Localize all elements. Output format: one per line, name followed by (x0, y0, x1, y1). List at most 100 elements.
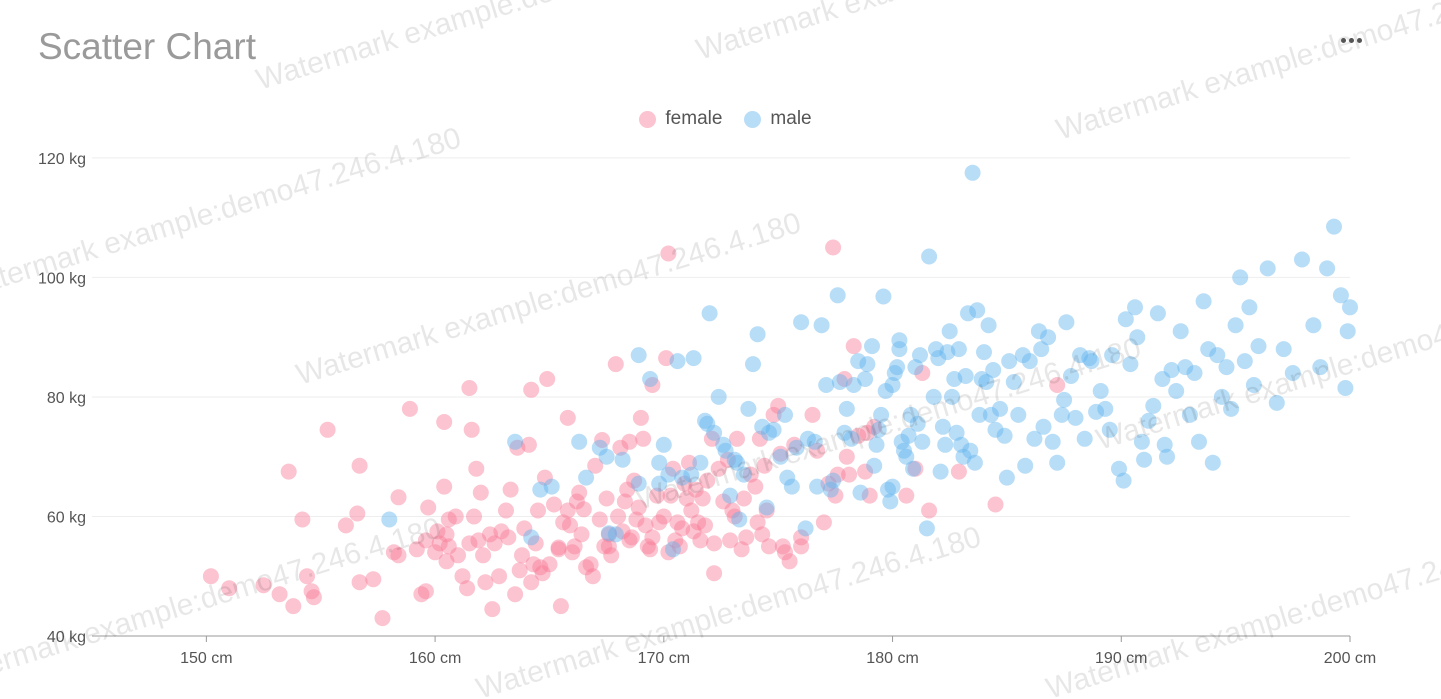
data-point-female[interactable] (472, 484, 489, 501)
data-point-male[interactable] (507, 433, 524, 450)
data-point-male[interactable] (779, 469, 796, 486)
data-point-male[interactable] (1129, 329, 1146, 346)
data-point-male[interactable] (1245, 377, 1262, 393)
data-point-female[interactable] (600, 538, 617, 555)
data-point-female[interactable] (786, 436, 803, 453)
data-point-male[interactable] (1337, 380, 1354, 396)
data-point-female[interactable] (351, 574, 368, 591)
data-point-female[interactable] (729, 430, 745, 447)
data-point-male[interactable] (683, 466, 700, 483)
data-point-female[interactable] (568, 493, 585, 510)
data-point-female[interactable] (685, 523, 702, 540)
data-point-female[interactable] (271, 586, 288, 603)
data-point-male[interactable] (948, 424, 965, 441)
data-point-male[interactable] (793, 314, 810, 331)
data-point-male[interactable] (960, 305, 976, 322)
data-point-female[interactable] (559, 409, 576, 426)
data-point-female[interactable] (630, 499, 647, 516)
data-point-male[interactable] (710, 388, 727, 405)
data-point-male[interactable] (902, 406, 919, 423)
data-point-female[interactable] (715, 493, 732, 510)
data-point-female[interactable] (470, 532, 487, 549)
data-point-male[interactable] (1083, 353, 1100, 370)
data-point-male[interactable] (1275, 341, 1292, 358)
data-point-female[interactable] (401, 400, 418, 417)
data-point-female[interactable] (575, 501, 592, 518)
data-point-male[interactable] (962, 442, 979, 459)
data-point-male[interactable] (941, 323, 958, 340)
data-point-male[interactable] (838, 400, 855, 417)
data-point-female[interactable] (676, 475, 693, 492)
data-point-male[interactable] (987, 421, 1004, 438)
data-point-male[interactable] (1250, 338, 1267, 355)
data-point-male[interactable] (982, 406, 999, 423)
data-point-male[interactable] (1177, 359, 1194, 376)
data-point-male[interactable] (630, 347, 647, 364)
data-point-male[interactable] (978, 374, 995, 390)
data-point-male[interactable] (642, 371, 659, 387)
data-point-male[interactable] (600, 525, 617, 542)
data-point-female[interactable] (665, 460, 681, 477)
data-point-male[interactable] (870, 421, 887, 438)
data-point-female[interactable] (651, 514, 668, 531)
data-point-male[interactable] (697, 412, 713, 429)
data-point-male[interactable] (1117, 311, 1134, 328)
data-point-female[interactable] (255, 577, 272, 594)
data-point-female[interactable] (921, 502, 938, 519)
data-point-male[interactable] (754, 418, 771, 435)
data-point-female[interactable] (498, 502, 514, 519)
data-point-male[interactable] (1063, 368, 1079, 384)
data-point-female[interactable] (747, 478, 764, 495)
data-point-male[interactable] (669, 353, 686, 370)
data-point-female[interactable] (687, 481, 704, 498)
data-point-female[interactable] (850, 427, 867, 444)
data-point-male[interactable] (1026, 430, 1043, 447)
data-point-male[interactable] (1101, 421, 1118, 438)
data-point-female[interactable] (516, 520, 533, 537)
data-point-male[interactable] (740, 400, 757, 417)
data-point-female[interactable] (907, 460, 924, 477)
data-point-female[interactable] (637, 517, 654, 534)
data-point-female[interactable] (774, 538, 791, 555)
data-point-male[interactable] (925, 388, 942, 405)
data-point-female[interactable] (820, 475, 837, 492)
data-point-male[interactable] (607, 526, 624, 543)
data-point-male[interactable] (822, 481, 839, 498)
data-point-female[interactable] (793, 529, 810, 546)
data-point-male[interactable] (701, 305, 718, 322)
data-point-female[interactable] (555, 514, 572, 531)
data-point-female[interactable] (612, 439, 629, 456)
data-point-female[interactable] (733, 541, 750, 558)
data-point-male[interactable] (996, 427, 1013, 444)
data-point-female[interactable] (669, 514, 686, 531)
data-point-female[interactable] (836, 371, 853, 387)
data-point-male[interactable] (1127, 299, 1143, 316)
data-point-female[interactable] (694, 490, 711, 507)
data-point-male[interactable] (1058, 314, 1075, 331)
data-point-female[interactable] (658, 350, 675, 367)
data-point-female[interactable] (793, 538, 810, 555)
data-point-female[interactable] (436, 414, 453, 430)
data-point-female[interactable] (546, 496, 562, 513)
data-point-male[interactable] (381, 511, 398, 528)
data-point-female[interactable] (754, 526, 771, 543)
data-point-male[interactable] (699, 415, 716, 432)
data-point-female[interactable] (447, 508, 464, 525)
data-point-female[interactable] (468, 460, 485, 477)
data-point-female[interactable] (655, 508, 672, 525)
data-point-male[interactable] (1319, 260, 1336, 277)
data-point-male[interactable] (836, 424, 853, 441)
data-point-male[interactable] (891, 341, 908, 358)
data-point-male[interactable] (905, 460, 922, 477)
data-point-female[interactable] (644, 377, 661, 393)
data-point-male[interactable] (1305, 317, 1322, 334)
data-point-male[interactable] (946, 371, 963, 387)
data-point-female[interactable] (507, 586, 524, 603)
data-point-female[interactable] (523, 381, 540, 398)
data-point-male[interactable] (891, 332, 908, 349)
data-point-female[interactable] (809, 442, 826, 459)
data-point-female[interactable] (385, 544, 402, 561)
data-point-female[interactable] (438, 553, 455, 570)
data-point-female[interactable] (600, 526, 617, 543)
data-point-male[interactable] (886, 365, 903, 381)
